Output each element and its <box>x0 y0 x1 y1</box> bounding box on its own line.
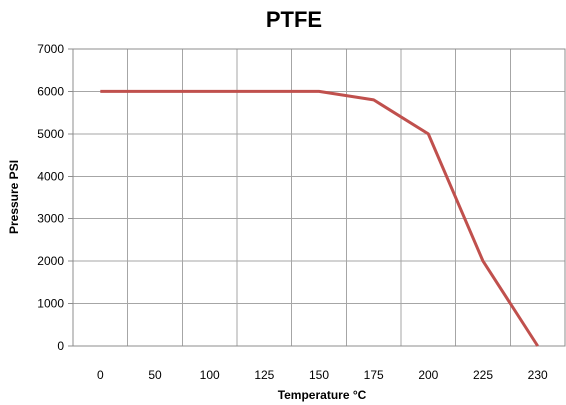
x-tick-label: 0 <box>97 368 104 382</box>
series-line <box>100 89 539 347</box>
y-axis-ticks: 0 1000 2000 3000 4000 5000 6000 7000 <box>37 42 73 353</box>
x-tick-label: 100 <box>200 368 220 382</box>
x-tick-label: 200 <box>418 368 438 382</box>
x-tick-label: 230 <box>528 368 548 382</box>
series-layer <box>100 89 539 347</box>
grid <box>73 48 565 346</box>
y-tick-label: 1000 <box>37 297 64 311</box>
x-axis-label: Temperature °C <box>278 388 367 402</box>
y-tick-label: 7000 <box>37 42 64 56</box>
x-tick-label: 125 <box>254 368 274 382</box>
x-axis-ticks: 0 50 100 125 150 175 200 225 230 <box>97 368 548 382</box>
y-tick-label: 3000 <box>37 212 64 226</box>
x-tick-label: 225 <box>473 368 493 382</box>
y-tick-label: 0 <box>57 339 64 353</box>
chart-title: PTFE <box>266 7 322 32</box>
y-tick-label: 2000 <box>37 254 64 268</box>
x-tick-label: 150 <box>309 368 329 382</box>
y-tick-label: 4000 <box>37 169 64 183</box>
y-tick-label: 6000 <box>37 84 64 98</box>
x-tick-label: 175 <box>364 368 384 382</box>
plot-area <box>72 48 566 347</box>
y-axis-label: Pressure PSI <box>7 160 21 234</box>
x-tick-label: 50 <box>148 368 162 382</box>
y-tick-label: 5000 <box>37 127 64 141</box>
